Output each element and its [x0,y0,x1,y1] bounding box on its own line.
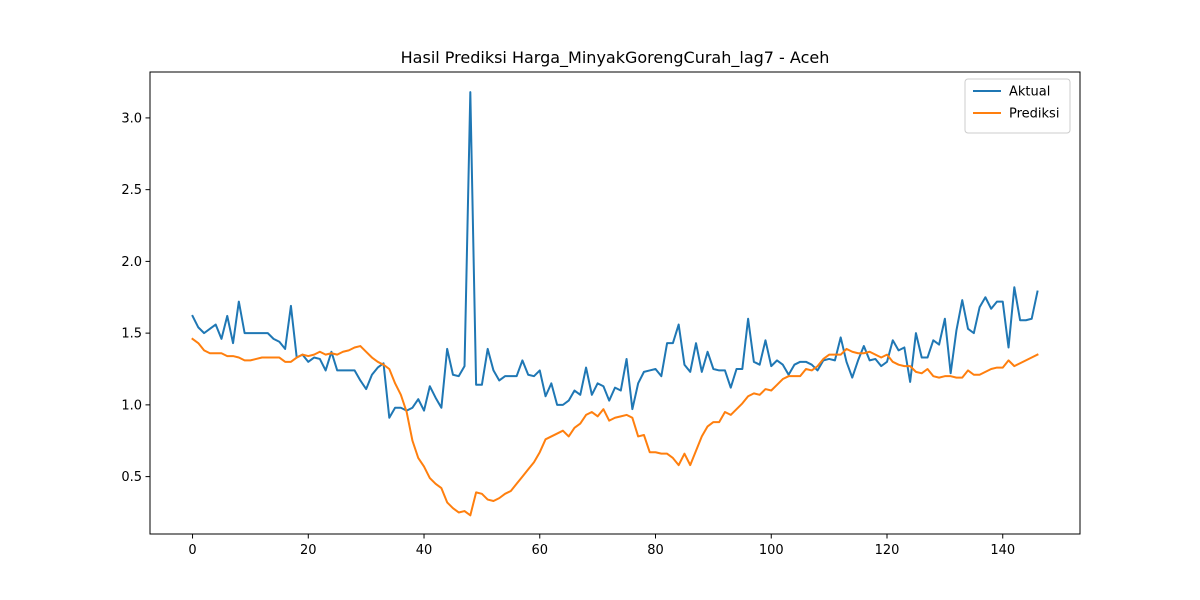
legend: Aktual Prediksi [964,78,1071,134]
legend-label-prediksi: Prediksi [1009,107,1059,122]
y-tick-label: 2.0 [121,255,142,270]
legend-label-aktual: Aktual [1009,85,1050,100]
x-tick-label: 0 [188,543,196,558]
series-line-prediksi [191,337,1039,517]
x-tick-label: 120 [875,543,900,558]
x-tick-label: 80 [647,543,664,558]
x-tick-label: 40 [416,543,433,558]
y-tick-label: 2.5 [121,183,142,198]
y-tick-label: 1.0 [121,398,142,413]
x-axis: 0 20 40 60 80 100 120 140 [188,534,1015,558]
series-layer [191,91,1039,517]
chart-title: Hasil Prediksi Harga_MinyakGorengCurah_l… [401,48,830,68]
y-tick-label: 1.5 [121,327,142,342]
x-tick-label: 140 [990,543,1015,558]
plot-frame [149,71,1081,535]
x-tick-label: 100 [759,543,784,558]
y-tick-label: 3.0 [121,111,142,126]
y-tick-label: 0.5 [121,470,142,485]
legend-box [964,78,1071,134]
y-axis: 0.5 1.0 1.5 2.0 2.5 3.0 [121,111,150,485]
x-tick-label: 60 [531,543,548,558]
series-line-aktual [191,91,1039,419]
x-tick-label: 20 [300,543,317,558]
